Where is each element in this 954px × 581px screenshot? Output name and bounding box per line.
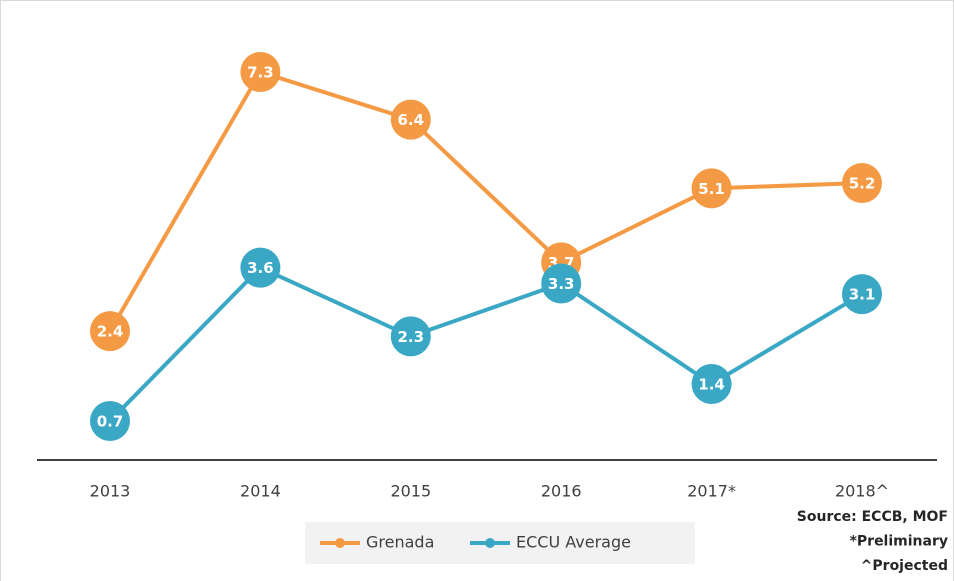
data-label: 3.6 bbox=[247, 259, 274, 277]
x-tick-label: 2017* bbox=[687, 482, 736, 501]
data-label: 3.1 bbox=[849, 286, 876, 304]
data-point bbox=[240, 52, 281, 92]
data-label: 2.4 bbox=[97, 323, 124, 341]
data-label: 5.1 bbox=[698, 180, 725, 198]
legend-marker bbox=[485, 538, 495, 548]
data-label: 7.3 bbox=[247, 64, 274, 82]
x-tick-label: 2013 bbox=[90, 482, 131, 501]
data-point bbox=[390, 99, 431, 140]
data-label: 0.7 bbox=[97, 413, 124, 431]
data-point bbox=[842, 163, 882, 204]
data-point bbox=[390, 316, 431, 357]
data-point bbox=[541, 263, 582, 304]
data-point bbox=[240, 247, 281, 288]
data-label: 6.4 bbox=[398, 111, 425, 129]
data-label: 3.3 bbox=[548, 275, 575, 293]
series-line bbox=[108, 265, 864, 423]
data-label: 5.2 bbox=[849, 175, 876, 193]
data-label: 1.4 bbox=[698, 375, 725, 393]
legend-label: Grenada bbox=[366, 533, 434, 552]
annotation: ^Projected bbox=[861, 558, 948, 574]
legend-marker bbox=[335, 538, 345, 548]
x-tick-label: 2016 bbox=[541, 482, 582, 501]
legend-label: ECCU Average bbox=[516, 533, 631, 552]
data-point bbox=[90, 401, 130, 441]
data-label: 2.3 bbox=[398, 328, 425, 346]
x-tick-label: 2014 bbox=[240, 482, 281, 501]
data-point bbox=[90, 311, 130, 352]
data-point bbox=[691, 168, 732, 209]
data-point bbox=[842, 274, 882, 315]
annotation: *Preliminary bbox=[850, 534, 948, 550]
data-point bbox=[691, 363, 732, 404]
x-tick-label: 2015 bbox=[390, 482, 431, 501]
series-line bbox=[108, 69, 863, 333]
x-tick-label: 2018^ bbox=[835, 482, 889, 501]
annotation: Source: ECCB, MOF bbox=[797, 509, 948, 525]
